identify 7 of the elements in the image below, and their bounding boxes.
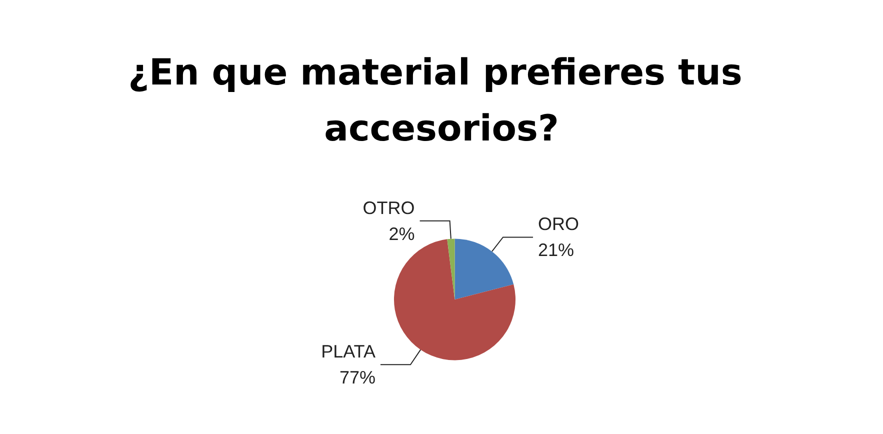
slice-label: ORO bbox=[538, 214, 580, 234]
data-label: 2% bbox=[388, 224, 415, 244]
slice-label: OTRO bbox=[362, 198, 415, 218]
slice-label: PLATA bbox=[321, 342, 376, 362]
data-label: 21% bbox=[538, 240, 574, 260]
chart-title: ¿En que material prefieres tus accesorios? bbox=[128, 52, 755, 150]
data-label: 77% bbox=[339, 368, 376, 388]
